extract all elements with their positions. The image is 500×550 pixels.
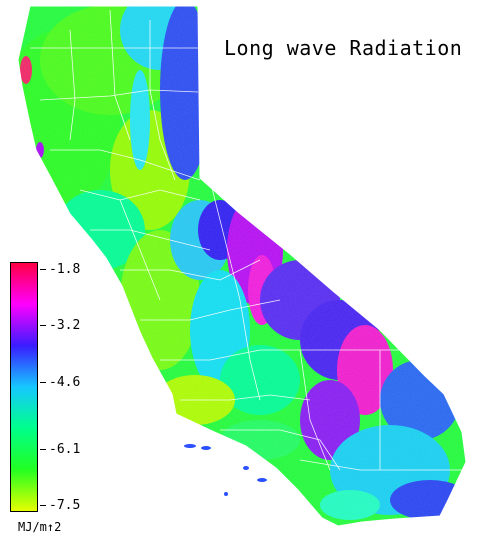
legend-tick-label: -3.2 (40, 319, 80, 333)
legend-tick-label: -1.8 (40, 263, 80, 277)
channel-islands (184, 444, 267, 496)
legend-tick-label: -4.6 (40, 376, 80, 390)
map-title: Long wave Radiation (224, 36, 463, 60)
color-scale-bar (10, 262, 38, 512)
county-boundaries (30, 9, 462, 471)
legend-units: MJ/m↑2 (18, 520, 62, 534)
legend-tick-label: -6.1 (40, 443, 80, 457)
legend-tick-label: -7.5 (40, 499, 80, 513)
